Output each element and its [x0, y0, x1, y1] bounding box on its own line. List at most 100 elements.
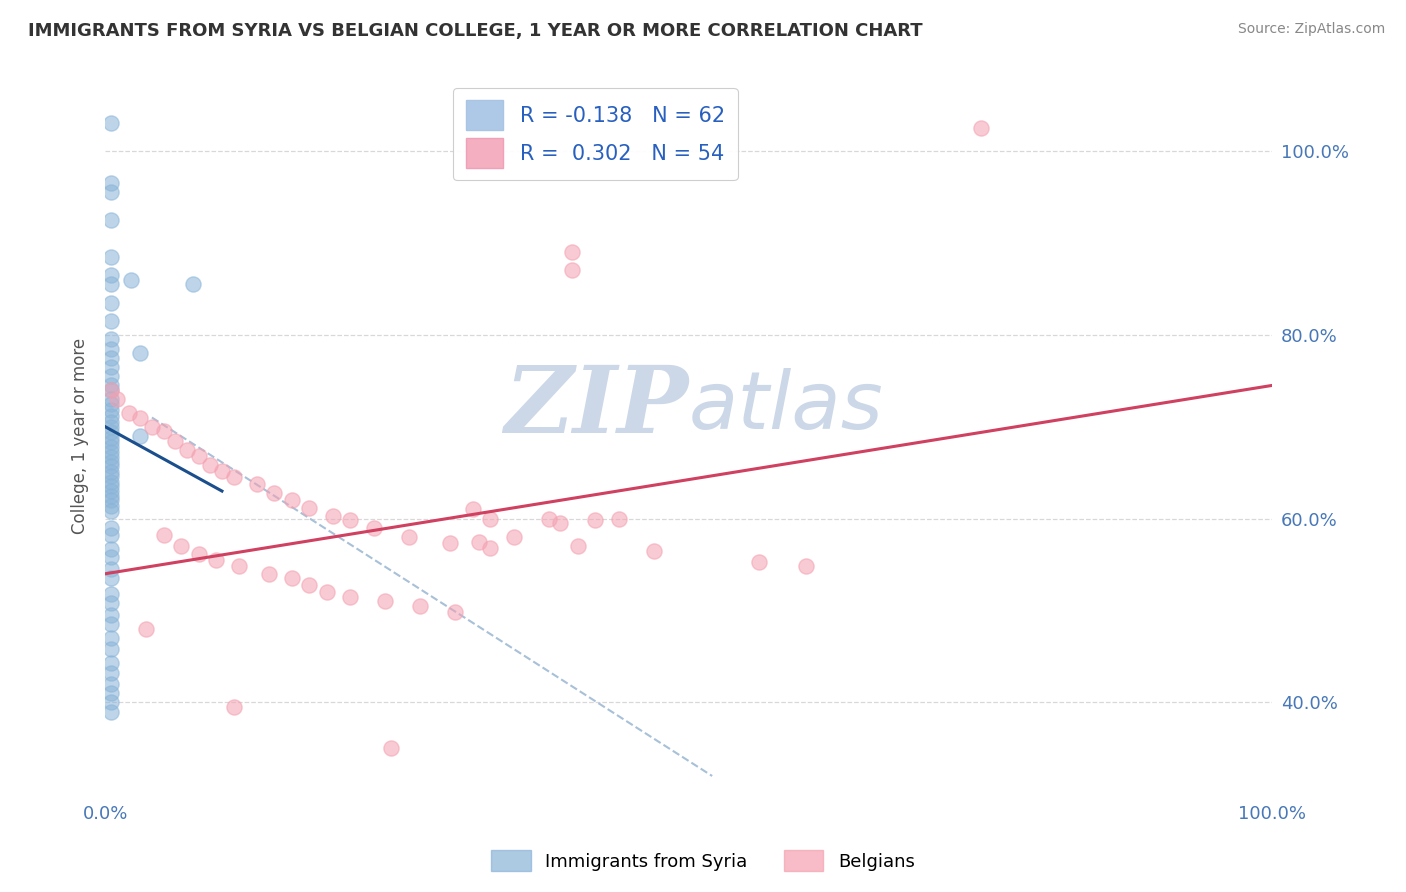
Y-axis label: College, 1 year or more: College, 1 year or more — [72, 338, 89, 534]
Point — [100, 359, 122, 374]
Point — [100, 116, 122, 130]
Point — [117, 406, 139, 420]
Point — [585, 513, 607, 527]
Point — [129, 346, 152, 360]
Point — [316, 585, 339, 599]
Point — [100, 409, 122, 423]
Point — [176, 442, 198, 457]
Point — [444, 606, 467, 620]
Point — [205, 553, 228, 567]
Point — [187, 449, 209, 463]
Point — [100, 459, 122, 474]
Point — [141, 419, 163, 434]
Legend: Immigrants from Syria, Belgians: Immigrants from Syria, Belgians — [484, 843, 922, 879]
Point — [607, 511, 630, 525]
Point — [129, 410, 152, 425]
Point — [409, 599, 432, 613]
Point — [479, 511, 502, 525]
Point — [100, 562, 122, 576]
Point — [246, 476, 269, 491]
Point — [165, 434, 187, 448]
Point — [100, 541, 122, 556]
Point — [100, 435, 122, 450]
Point — [100, 469, 122, 483]
Point — [100, 596, 122, 610]
Point — [100, 550, 122, 565]
Point — [479, 541, 502, 555]
Point — [105, 392, 128, 406]
Point — [281, 571, 304, 585]
Point — [100, 332, 122, 346]
Point — [100, 277, 122, 292]
Point — [100, 378, 122, 392]
Point — [100, 314, 122, 328]
Point — [181, 277, 204, 292]
Point — [100, 176, 122, 190]
Point — [100, 383, 122, 397]
Point — [537, 511, 560, 525]
Point — [100, 369, 122, 384]
Point — [100, 351, 122, 365]
Point — [100, 642, 122, 657]
Point — [100, 383, 122, 397]
Point — [439, 536, 461, 550]
Point — [100, 587, 122, 601]
Point — [100, 499, 122, 513]
Point — [100, 213, 122, 227]
Point — [100, 403, 122, 417]
Point — [100, 504, 122, 518]
Point — [398, 530, 420, 544]
Point — [561, 263, 583, 277]
Point — [100, 268, 122, 282]
Legend: R = -0.138   N = 62, R =  0.302   N = 54: R = -0.138 N = 62, R = 0.302 N = 54 — [453, 87, 738, 180]
Point — [461, 502, 484, 516]
Point — [100, 250, 122, 264]
Point — [467, 534, 489, 549]
Point — [100, 696, 122, 710]
Text: atlas: atlas — [689, 368, 883, 446]
Point — [298, 500, 321, 515]
Point — [100, 342, 122, 356]
Point — [100, 425, 122, 440]
Point — [257, 566, 280, 581]
Text: Source: ZipAtlas.com: Source: ZipAtlas.com — [1237, 22, 1385, 37]
Point — [100, 455, 122, 469]
Point — [100, 484, 122, 499]
Point — [228, 559, 250, 574]
Point — [120, 273, 142, 287]
Point — [100, 489, 122, 503]
Point — [643, 543, 665, 558]
Point — [263, 486, 285, 500]
Point — [100, 475, 122, 489]
Point — [100, 445, 122, 459]
Point — [211, 464, 233, 478]
Point — [100, 617, 122, 632]
Point — [100, 465, 122, 479]
Point — [152, 528, 174, 542]
Point — [550, 516, 572, 531]
Point — [170, 539, 193, 553]
Point — [100, 571, 122, 585]
Point — [100, 295, 122, 310]
Point — [100, 521, 122, 535]
Point — [100, 479, 122, 493]
Point — [748, 555, 770, 569]
Point — [502, 530, 524, 544]
Point — [100, 450, 122, 464]
Point — [794, 559, 817, 574]
Point — [298, 578, 321, 592]
Point — [222, 470, 245, 484]
Point — [380, 741, 402, 756]
Point — [135, 622, 157, 636]
Point — [100, 677, 122, 691]
Point — [567, 539, 589, 553]
Point — [969, 120, 991, 135]
Point — [222, 700, 245, 714]
Point — [100, 415, 122, 429]
Point — [152, 425, 174, 439]
Point — [339, 513, 361, 527]
Point — [200, 458, 222, 473]
Point — [100, 666, 122, 681]
Point — [100, 686, 122, 700]
Point — [100, 419, 122, 434]
